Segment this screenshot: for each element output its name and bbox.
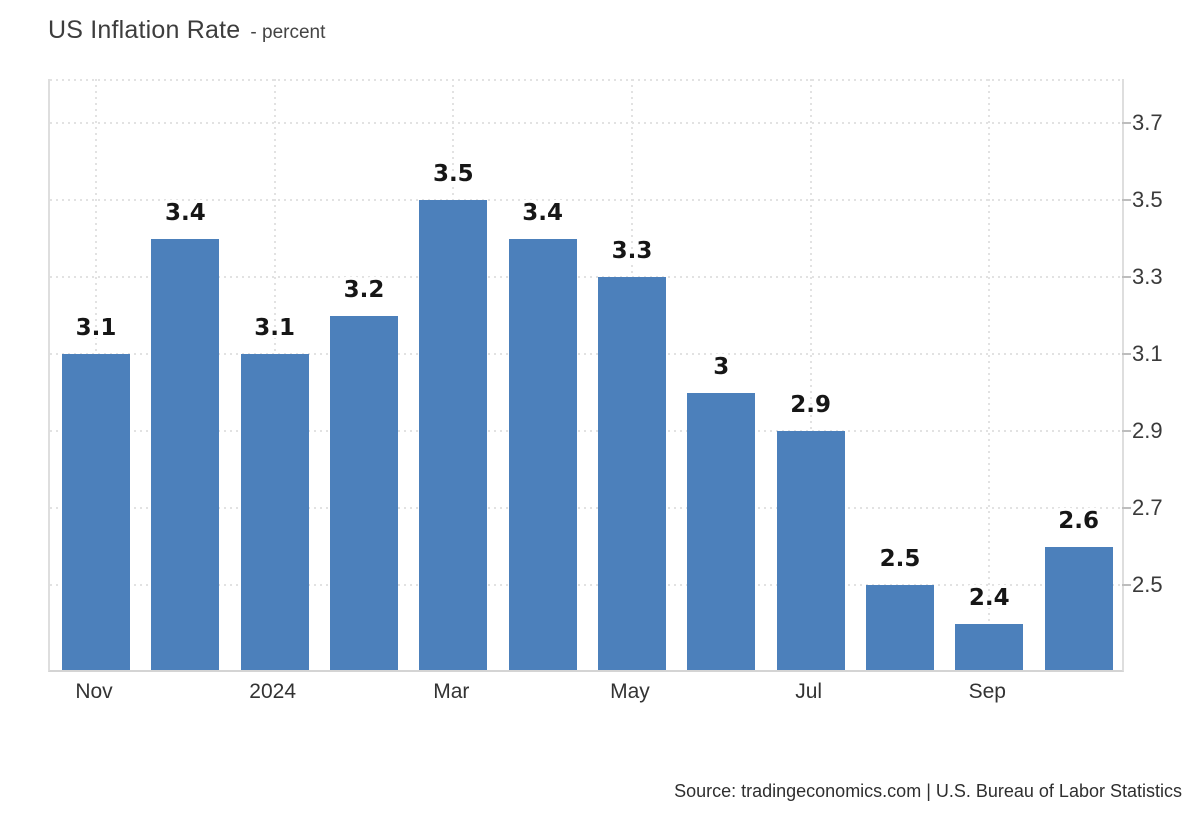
bar-value-label: 3.3 xyxy=(611,238,653,265)
y-axis-tick xyxy=(1122,430,1131,433)
bar[interactable] xyxy=(240,354,309,670)
y-axis-tick xyxy=(1122,584,1131,587)
gridline-horizontal xyxy=(50,122,1122,125)
x-axis-label: Nov xyxy=(75,680,113,703)
x-axis-label: 2024 xyxy=(249,680,297,703)
page-subtitle: - percent xyxy=(250,22,326,43)
x-axis-label: Jul xyxy=(795,680,823,703)
bar[interactable] xyxy=(329,315,398,670)
gridline-vertical xyxy=(988,79,991,670)
y-axis-label: 3.1 xyxy=(1132,341,1163,367)
bar[interactable] xyxy=(597,277,666,670)
y-axis-label: 3.7 xyxy=(1132,110,1163,136)
y-axis-tick xyxy=(1122,276,1131,279)
y-axis-label: 2.9 xyxy=(1132,418,1163,444)
x-axis-label: Mar xyxy=(433,680,470,703)
bar[interactable] xyxy=(419,200,488,670)
x-axis-label: Sep xyxy=(968,680,1006,703)
plot-area: 3.1 3.4 3.1 3.2 3.5 3.4 3.3 3 2.9 2.5 2.4 2.6 xyxy=(48,79,1124,672)
y-axis-tick xyxy=(1122,507,1131,510)
y-axis-tick xyxy=(1122,199,1131,202)
gridline-horizontal xyxy=(50,430,1122,433)
x-axis-label: May xyxy=(610,680,650,703)
bar[interactable] xyxy=(1044,546,1113,670)
plot-top-border xyxy=(50,79,1122,81)
gridline-horizontal xyxy=(50,507,1122,510)
bar-value-label: 3.1 xyxy=(75,315,117,342)
chart-header: US Inflation Rate - percent xyxy=(48,16,325,45)
gridline-vertical xyxy=(809,79,812,670)
bar-value-label: 3.4 xyxy=(164,199,206,226)
bar[interactable] xyxy=(865,585,934,670)
bar[interactable] xyxy=(776,431,845,670)
bar-value-label: 2.6 xyxy=(1058,507,1099,534)
y-axis-label: 2.7 xyxy=(1132,495,1163,521)
bar[interactable] xyxy=(955,623,1024,670)
bar-value-label: 3.4 xyxy=(522,199,564,226)
bar-value-label: 2.4 xyxy=(968,584,1010,611)
bar[interactable] xyxy=(151,238,220,670)
y-axis-label: 3.5 xyxy=(1132,187,1163,213)
bar[interactable] xyxy=(508,238,577,670)
y-axis-tick xyxy=(1122,122,1131,125)
gridline-horizontal xyxy=(50,584,1122,587)
page-title: US Inflation Rate xyxy=(48,16,241,44)
bar[interactable] xyxy=(62,354,130,670)
bar-value-label: 2.5 xyxy=(879,546,921,573)
source-text: Source: tradingeconomics.com | U.S. Bure… xyxy=(674,781,1182,801)
gridline-horizontal xyxy=(50,353,1122,356)
bar-value-label: 3.2 xyxy=(343,276,385,303)
bar[interactable] xyxy=(687,392,756,670)
gridline-horizontal xyxy=(50,276,1122,279)
bar-value-label: 3.1 xyxy=(254,315,296,342)
gridline-horizontal xyxy=(50,199,1122,202)
bar-value-label: 2.9 xyxy=(790,392,831,419)
y-axis-label: 3.3 xyxy=(1132,264,1163,290)
y-axis-tick xyxy=(1122,353,1131,356)
bar-value-label: 3.5 xyxy=(432,161,474,188)
bar-value-label: 3 xyxy=(713,353,730,380)
y-axis-label: 2.5 xyxy=(1132,572,1163,598)
